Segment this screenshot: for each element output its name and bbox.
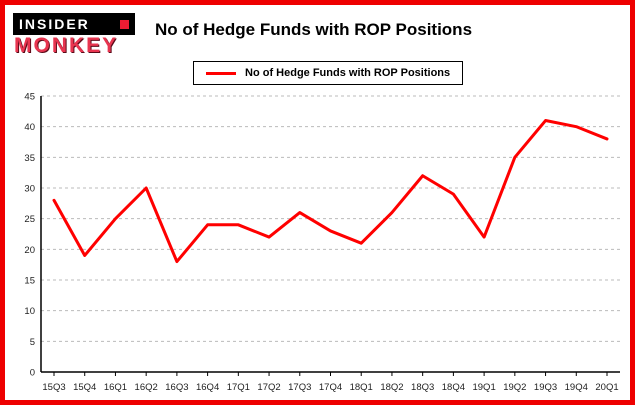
logo-monkey-text: MONKEY [14,34,119,57]
legend-line-swatch [206,71,236,75]
page-title: No of Hedge Funds with ROP Positions [155,20,473,40]
svg-text:25: 25 [24,214,35,225]
svg-text:15: 15 [24,276,35,287]
insider-monkey-logo: INSIDER MONKEY [13,13,135,57]
svg-text:20: 20 [24,245,35,256]
line-chart: 0 5 10 15 20 25 30 35 40 45 15Q3 15Q4 16Q1 16Q2 16Q3 16… [24,92,620,393]
svg-text:20Q1: 20Q1 [595,382,618,393]
svg-text:17Q1: 17Q1 [227,382,250,393]
svg-text:17Q3: 17Q3 [288,382,311,393]
logo-top-row: INSIDER [13,13,135,35]
svg-text:18Q3: 18Q3 [411,382,434,393]
svg-text:19Q3: 19Q3 [534,382,557,393]
svg-text:16Q1: 16Q1 [104,382,127,393]
svg-text:17Q2: 17Q2 [257,382,280,393]
svg-text:19Q2: 19Q2 [503,382,526,393]
svg-text:0: 0 [30,368,35,379]
svg-text:16Q3: 16Q3 [165,382,188,393]
svg-text:18Q2: 18Q2 [380,382,403,393]
svg-text:5: 5 [30,337,35,348]
svg-text:30: 30 [24,184,35,195]
chart-area: 0 5 10 15 20 25 30 35 40 45 15Q3 15Q4 16Q1 16Q2 16Q3 16… [5,86,630,398]
svg-text:10: 10 [24,306,35,317]
legend: No of Hedge Funds with ROP Positions [193,61,464,86]
legend-label: No of Hedge Funds with ROP Positions [245,67,451,80]
svg-text:18Q1: 18Q1 [350,382,373,393]
svg-text:15Q4: 15Q4 [73,382,96,393]
svg-text:19Q1: 19Q1 [472,382,495,393]
svg-text:40: 40 [24,122,35,133]
svg-text:45: 45 [24,92,35,103]
svg-text:17Q4: 17Q4 [319,382,342,393]
logo-insider-text: INSIDER [19,16,90,32]
svg-text:19Q4: 19Q4 [565,382,588,393]
header: INSIDER MONKEY No of Hedge Funds with RO… [5,5,630,59]
svg-text:18Q4: 18Q4 [442,382,465,393]
svg-text:16Q4: 16Q4 [196,382,219,393]
logo-red-square-icon [120,19,129,29]
svg-text:35: 35 [24,153,35,164]
svg-text:16Q2: 16Q2 [135,382,158,393]
svg-text:15Q3: 15Q3 [42,382,65,393]
